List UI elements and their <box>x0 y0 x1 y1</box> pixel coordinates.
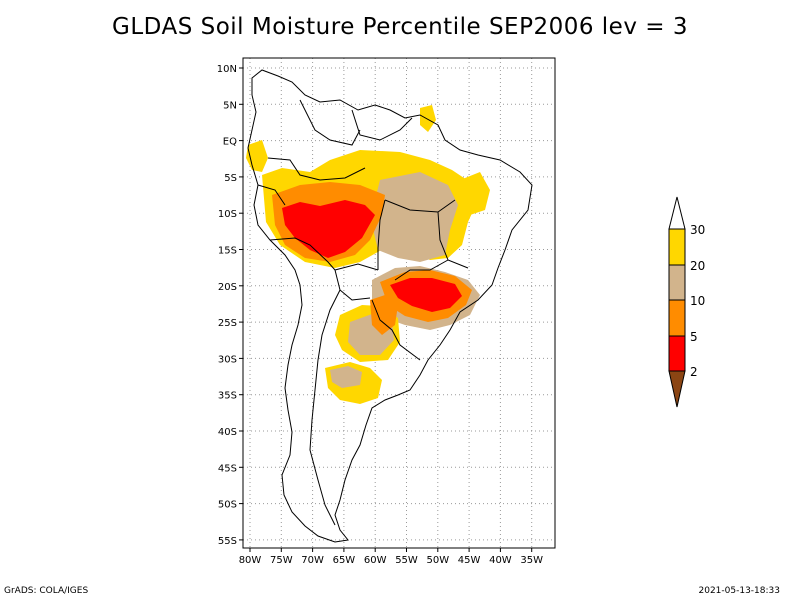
lat-label: 15S <box>218 246 237 257</box>
colorbar-band-2-5 <box>668 335 686 372</box>
colorbar-label-20: 20 <box>690 259 705 273</box>
colorbar: 30 20 10 5 2 <box>668 196 705 408</box>
shade-tan-pampas <box>330 366 362 388</box>
lat-label: 55S <box>218 536 237 547</box>
colorbar-band-5-10 <box>668 299 686 337</box>
lon-label: 75W <box>270 555 293 566</box>
longitude-labels: 80W 75W 70W 65W 60W 55W 50W 45W 40W 35W <box>239 548 543 566</box>
lat-label: 40S <box>218 427 237 438</box>
colorbar-label-5: 5 <box>690 330 698 344</box>
shading-layer <box>246 105 490 404</box>
colorbar-label-30: 30 <box>690 223 705 237</box>
lon-label: 35W <box>520 555 543 566</box>
colorbar-bottom-triangle <box>668 370 686 408</box>
south-america-coastline <box>247 69 533 543</box>
lon-label: 80W <box>239 555 262 566</box>
shade-red-west <box>282 200 375 258</box>
lon-label: 60W <box>364 555 387 566</box>
colorbar-label-10: 10 <box>690 294 705 308</box>
lon-label: 50W <box>426 555 449 566</box>
footer-credit: GrADS: COLA/IGES <box>4 586 89 596</box>
shade-yellow-northeast <box>420 105 436 132</box>
colorbar-band-20-30 <box>668 228 686 266</box>
lon-label: 40W <box>489 555 512 566</box>
lat-label: 5N <box>223 100 237 111</box>
lat-label: 5S <box>224 173 237 184</box>
lon-label: 55W <box>395 555 418 566</box>
shade-tan-central <box>372 172 458 262</box>
lat-label: 35S <box>218 391 237 402</box>
lat-label: 25S <box>218 318 237 329</box>
country-borders <box>257 99 469 526</box>
map-title: GLDAS Soil Moisture Percentile SEP2006 l… <box>112 14 688 40</box>
lon-label: 70W <box>301 555 324 566</box>
shade-yellow-andes <box>246 140 268 172</box>
boundaries <box>247 69 533 543</box>
lon-label: 65W <box>333 555 356 566</box>
lat-label: 45S <box>218 463 237 474</box>
lat-label: 30S <box>218 354 237 365</box>
lat-label: 20S <box>218 282 237 293</box>
plot-frame <box>242 57 556 549</box>
footer-timestamp: 2021-05-13-18:33 <box>698 586 781 596</box>
shade-orange-paraguay <box>370 295 398 335</box>
colorbar-band-10-20 <box>668 264 686 301</box>
latitude-labels: 10N 5N EQ 5S 10S 15S 20S 25S 30S 35S 40S 45S 50S 55S <box>217 64 243 547</box>
lon-label: 45W <box>458 555 481 566</box>
lat-label: 10N <box>217 64 237 75</box>
lat-label: EQ <box>223 137 237 148</box>
lat-label: 10S <box>218 209 237 220</box>
colorbar-label-2: 2 <box>690 365 698 379</box>
shade-red-southeast <box>390 278 462 312</box>
lat-label: 50S <box>218 500 237 511</box>
colorbar-top-triangle <box>668 196 686 230</box>
shade-yellow-coast-east <box>460 172 490 215</box>
